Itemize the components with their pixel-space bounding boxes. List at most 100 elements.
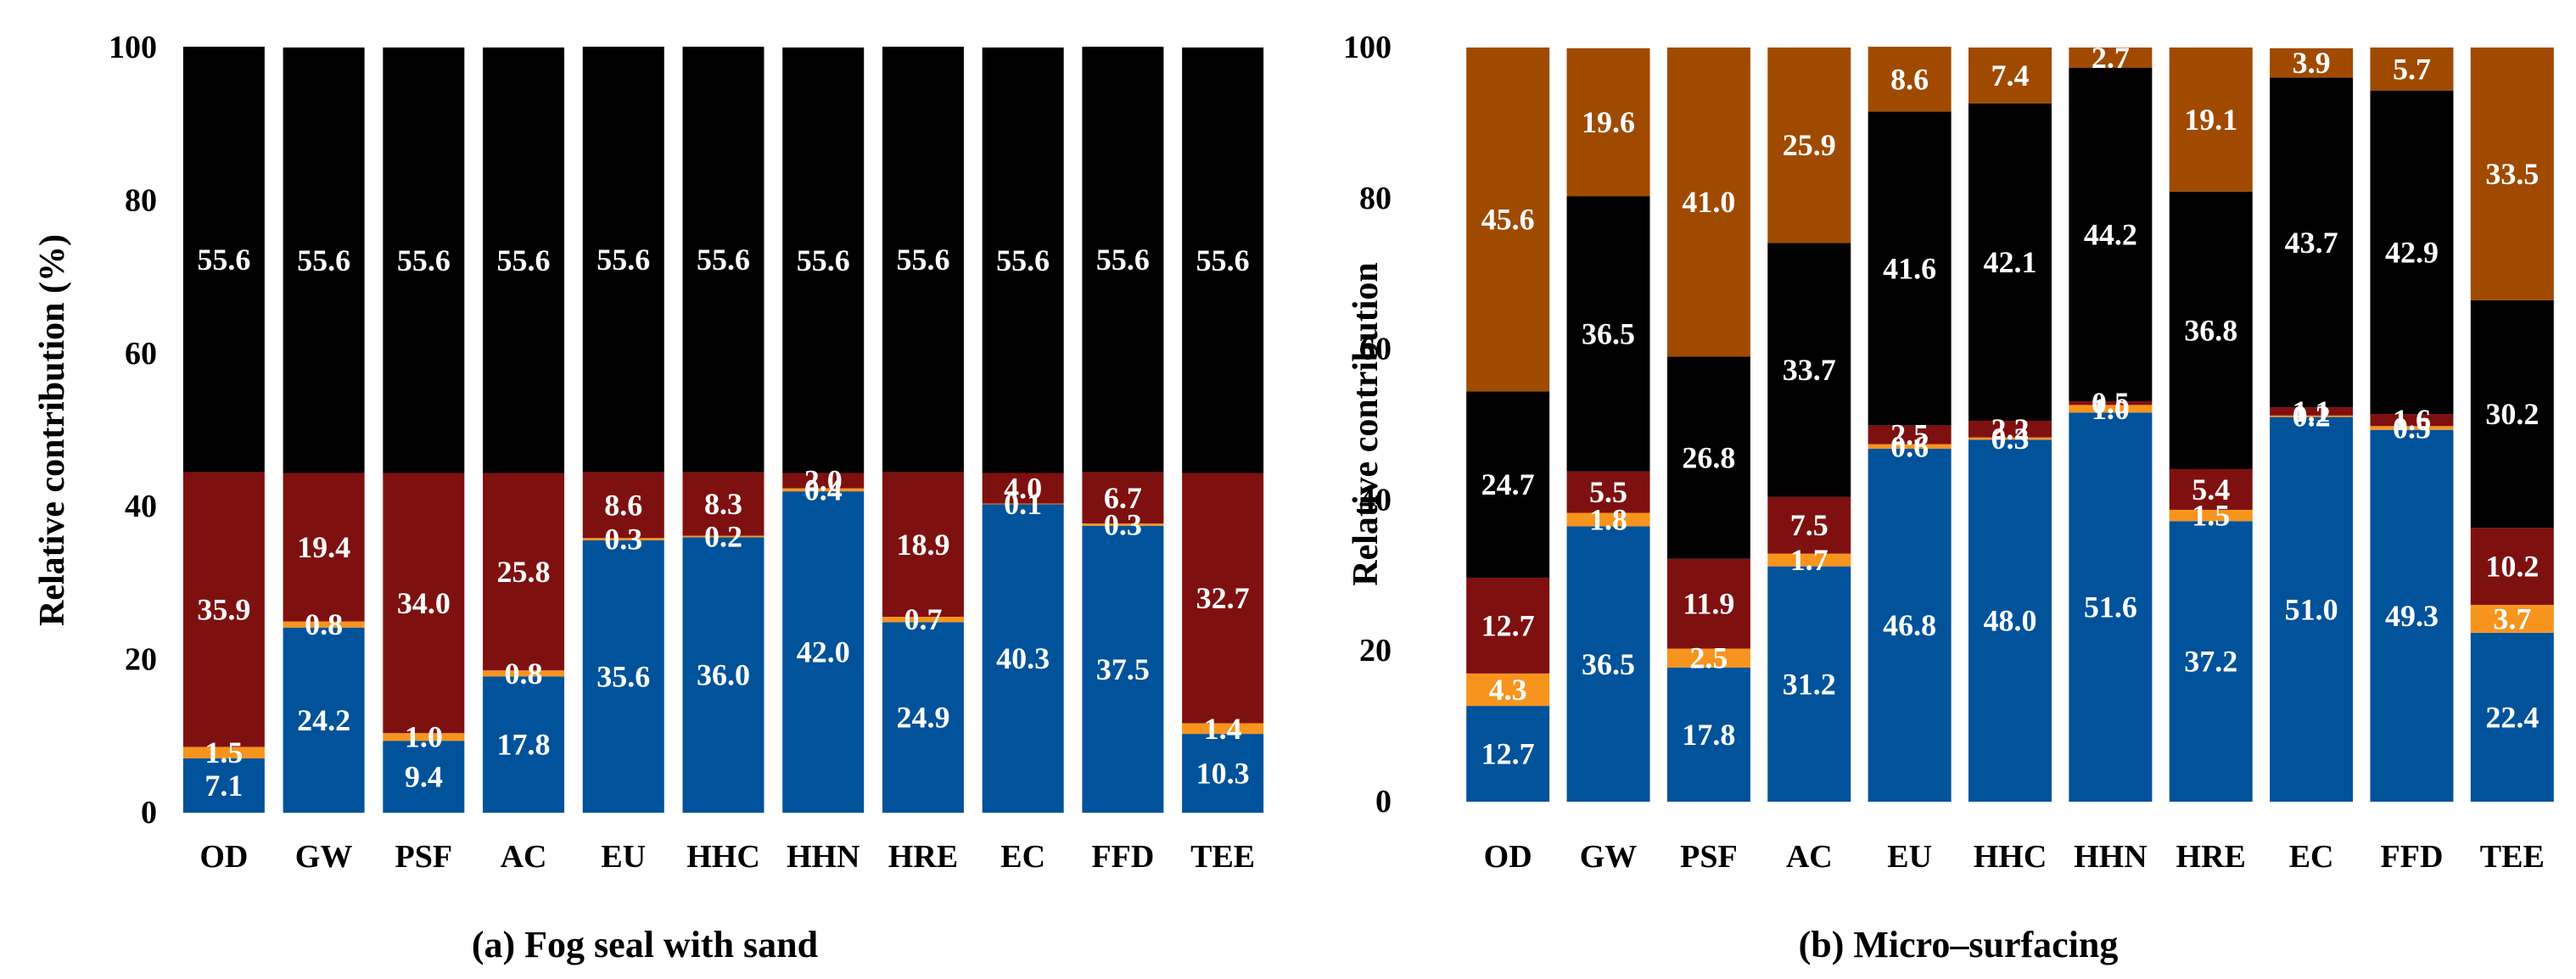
data-label: 4.3: [1489, 673, 1527, 707]
bar-segment-blue: [582, 540, 664, 813]
data-label: 41.6: [1883, 251, 1936, 285]
bar-segment-orange: [1566, 512, 1650, 527]
data-label: 8.6: [1890, 62, 1929, 96]
bar-segment-black: [1466, 391, 1550, 578]
data-label: 6.7: [1104, 481, 1142, 515]
data-label: 35.9: [197, 593, 250, 627]
data-label: 55.6: [397, 243, 451, 277]
data-label: 55.6: [497, 243, 551, 277]
data-label: 10.2: [2485, 550, 2539, 584]
data-label: 2.5: [1689, 641, 1728, 675]
bar-segment-blue: [2470, 632, 2554, 802]
data-label: 0.7: [904, 602, 942, 636]
y-tick-label: 20: [1359, 633, 1392, 669]
bar-segment-dark-red: [1082, 472, 1164, 524]
bar-segment-blue: [1767, 566, 1851, 802]
data-label: 0.2: [2293, 400, 2331, 434]
bar-segment-dark-red: [1868, 425, 1952, 445]
x-tick-label: OD: [199, 839, 248, 875]
x-tick-label: AC: [1786, 839, 1833, 875]
bar-segment-dark-red: [1182, 473, 1264, 724]
bar-segment-blue: [1182, 734, 1264, 813]
bar-segment-orange: [2169, 509, 2253, 522]
data-label: 8.6: [604, 488, 642, 522]
data-label: 0.3: [1991, 422, 2030, 456]
bar-segment-black: [383, 48, 465, 473]
bar-segment-blue: [682, 537, 764, 813]
data-label: 55.6: [1096, 243, 1150, 277]
data-label: 25.9: [1783, 128, 1836, 162]
data-label: 12.7: [1481, 608, 1535, 642]
bar-segment-black: [2470, 299, 2554, 529]
data-label: 1.5: [2192, 499, 2230, 533]
bar-segment-orange: [383, 733, 465, 741]
x-tick-label: HRE: [2176, 839, 2246, 875]
data-label: 37.5: [1096, 652, 1150, 686]
data-label: 48.0: [1984, 604, 2037, 638]
x-tick-label: HRE: [888, 839, 958, 875]
x-tick-label: HHC: [1974, 839, 2047, 875]
data-label: 7.4: [1991, 59, 2030, 92]
bar-segment-black: [882, 47, 964, 473]
data-label: 24.7: [1481, 467, 1535, 501]
bar-segment-blue: [1868, 448, 1952, 802]
x-tick-label: EU: [1887, 839, 1932, 875]
data-label: 55.6: [297, 243, 350, 277]
data-label: 3.7: [2493, 601, 2531, 635]
y-tick-label: 0: [141, 795, 157, 831]
chart-panel-b: 0 20 40 60 80 100 Relative contribution 12.7 4.3…: [1343, 30, 2554, 965]
x-tick-label: EC: [2289, 839, 2334, 875]
bar-segment-orange: [1968, 437, 2052, 440]
bar-segment-brown: [1666, 48, 1750, 357]
bar-segment-brown: [1466, 48, 1550, 392]
data-label: 55.6: [596, 243, 650, 277]
bar-segment-dark-red: [1566, 471, 1650, 513]
data-label: 35.6: [596, 659, 650, 693]
y-tick-label: 100: [109, 30, 157, 65]
bar-segment-orange: [2370, 426, 2454, 430]
bar-segment-blue: [782, 491, 865, 813]
data-label: 9.4: [405, 760, 443, 794]
bar-segment-black: [182, 47, 265, 473]
bar-segment-orange: [882, 617, 964, 623]
data-label: 1.6: [2393, 403, 2431, 437]
data-label: 19.4: [297, 530, 350, 564]
data-label: 0.5: [2092, 386, 2130, 420]
y-tick-label: 0: [1375, 784, 1392, 820]
bar-segment-black: [2270, 77, 2354, 408]
data-label: 42.9: [2385, 235, 2439, 269]
data-label: 31.2: [1783, 667, 1836, 701]
bar-segment-orange: [483, 670, 565, 677]
y-tick-label: 60: [1359, 332, 1392, 367]
y-tick-label: 100: [1343, 30, 1392, 65]
data-label: 49.3: [2385, 599, 2439, 633]
bar-segment-orange: [1868, 444, 1952, 449]
data-label: 37.2: [2184, 645, 2237, 679]
bar-segment-black: [582, 47, 664, 473]
bar-segment-brown: [2270, 48, 2354, 78]
bar-segment-orange: [2270, 415, 2354, 417]
data-label: 0.2: [704, 519, 742, 553]
bar-segment-blue: [982, 504, 1064, 813]
data-label: 0.3: [604, 523, 642, 557]
bar-segment-brown: [2069, 48, 2153, 69]
data-label: 17.8: [1682, 718, 1735, 752]
bar-segment-blue: [1566, 526, 1650, 802]
data-label: 34.0: [397, 586, 451, 620]
chart-panel-a: 0 20 40 60 80 100 Relative contribution (%) 7.1…: [33, 30, 1264, 965]
bar-segment-black: [782, 48, 865, 473]
y-axis-label: Relative contribution (%): [33, 234, 72, 626]
bar-segment-dark-red: [782, 473, 865, 489]
bar-segment-dark-red: [1767, 496, 1851, 554]
data-label: 3.9: [2293, 46, 2331, 80]
data-label: 40.3: [996, 641, 1050, 675]
y-tick-label: 40: [125, 489, 157, 524]
bar-segment-orange: [2470, 604, 2554, 633]
data-label: 2.0: [804, 464, 843, 498]
bar-segment-blue: [182, 758, 265, 813]
x-tick-label: FFD: [1091, 839, 1154, 875]
data-label: 55.6: [697, 243, 750, 277]
data-label: 0.5: [2393, 411, 2431, 445]
y-tick-label: 80: [1359, 181, 1392, 216]
bar-segment-black: [283, 48, 365, 473]
